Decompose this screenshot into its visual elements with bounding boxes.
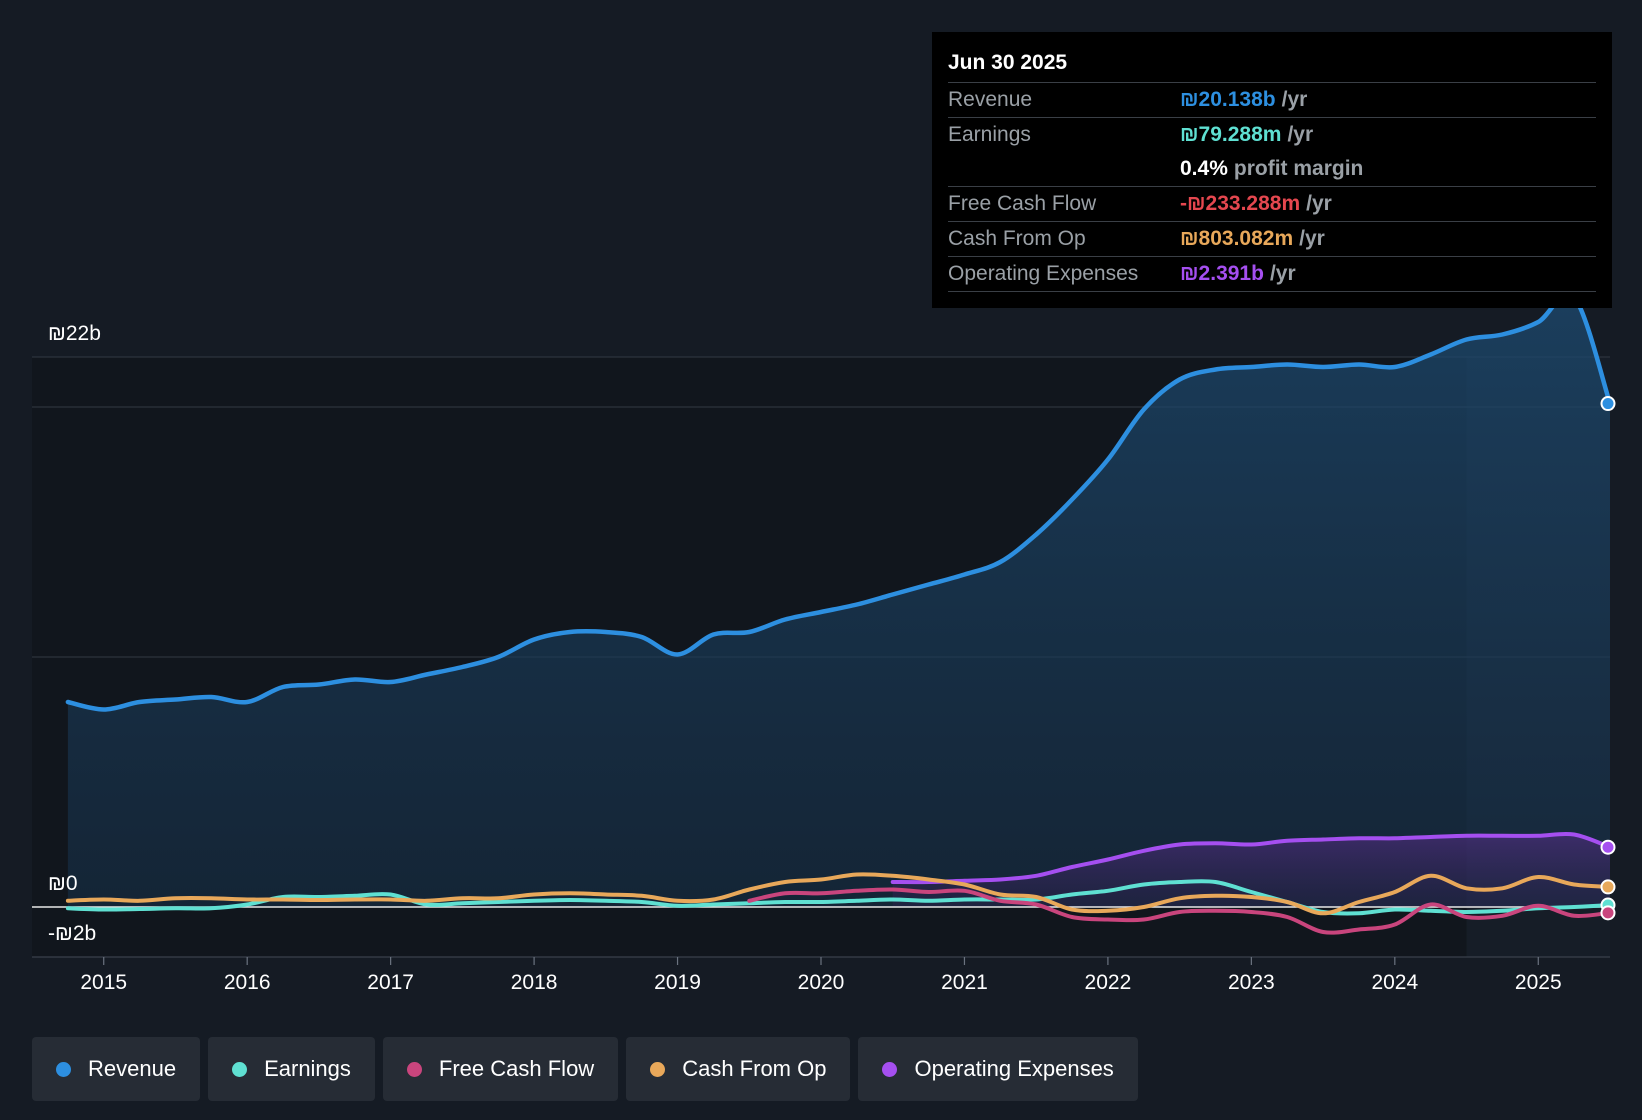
tooltip-unit: profit margin [1233, 157, 1364, 180]
x-tick-label: 2015 [80, 971, 127, 994]
opex-area [892, 833, 1610, 907]
tooltip-unit: /yr [1287, 123, 1314, 146]
tooltip-unit: /yr [1299, 227, 1325, 250]
tooltip-value-profit-margin: 0.4% [1180, 157, 1228, 180]
tooltip-unit: /yr [1269, 262, 1296, 285]
x-tick-label: 2016 [224, 971, 271, 994]
legend-label: Revenue [88, 1056, 177, 1081]
legend-item-operating-expenses[interactable]: Operating Expenses [858, 1037, 1138, 1101]
legend-label: Operating Expenses [914, 1056, 1114, 1081]
legend: Revenue Earnings Free Cash Flow Cash Fro… [32, 1037, 1138, 1101]
earnings-line [65, 879, 1612, 916]
cfo-line [65, 872, 1612, 916]
opex-endpoint-marker [1600, 839, 1616, 855]
x-tick-label: 2021 [941, 971, 988, 994]
x-tick-label: 2023 [1228, 971, 1275, 994]
revenue-area [67, 293, 1610, 908]
revenue-endpoint-marker [1600, 396, 1616, 412]
fcf-line [747, 887, 1612, 935]
x-axis: 2015 2016 2017 2018 2019 2020 2021 2022 2023 2024… [80, 957, 1562, 994]
tooltip-label: Free Cash Flow [948, 192, 1097, 215]
legend-item-earnings[interactable]: Earnings [208, 1037, 375, 1101]
tooltip-value-cfo: ₪803.082m [1180, 227, 1294, 250]
tooltip-label: Revenue [948, 88, 1033, 111]
legend-label: Free Cash Flow [438, 1056, 595, 1081]
x-tick-label: 2020 [798, 971, 845, 994]
legend-dot-icon [232, 1061, 248, 1077]
tooltip-value-earnings: ₪79.288m [1180, 123, 1282, 146]
x-tick-label: 2024 [1371, 971, 1418, 994]
legend-label: Cash From Op [682, 1056, 827, 1081]
legend-item-cash-from-op[interactable]: Cash From Op [626, 1037, 851, 1101]
legend-dot-icon [882, 1061, 898, 1077]
y-axis-bottom-label: -₪2b [48, 922, 96, 945]
x-tick-label: 2019 [654, 971, 701, 994]
x-tick-label: 2018 [511, 971, 558, 994]
x-tick-label: 2022 [1085, 971, 1132, 994]
legend-dot-icon [406, 1061, 422, 1077]
y-axis-top-label: ₪22b [48, 322, 101, 345]
tooltip-row-fcf: Free Cash Flow -₪233.288m /yr [948, 186, 1596, 221]
tooltip-row-revenue: Revenue ₪20.138b /yr [948, 82, 1596, 117]
legend-label: Earnings [264, 1056, 351, 1081]
tooltip-date: Jun 30 2025 [948, 51, 1068, 74]
legend-item-free-cash-flow[interactable]: Free Cash Flow [382, 1037, 619, 1101]
y-axis-zero-label: ₪0 [48, 872, 78, 895]
tooltip-label: Earnings [948, 123, 1031, 146]
fcf-endpoint-marker [1600, 905, 1616, 921]
tooltip-panel: Jun 30 2025 Revenue ₪20.138b /yr Earning… [932, 32, 1612, 308]
revenue-line [65, 291, 1613, 712]
tooltip-row-cfo: Cash From Op ₪803.082m /yr [948, 221, 1596, 256]
series-endpoints [1600, 396, 1616, 921]
tooltip-unit: /yr [1306, 192, 1332, 215]
tooltip-value-fcf: -₪233.288m [1180, 192, 1301, 215]
tooltip-label: Cash From Op [948, 227, 1086, 250]
x-tick-label: 2025 [1515, 971, 1562, 994]
cfo-endpoint-marker [1600, 879, 1616, 895]
tooltip-row-opex: Operating Expenses ₪2.391b /yr [948, 256, 1596, 292]
series-areas [67, 293, 1610, 908]
tooltip-row-profit-margin: 0.4% profit margin [948, 152, 1596, 186]
legend-item-revenue[interactable]: Revenue [32, 1037, 201, 1101]
tooltip-value-opex: ₪2.391b [1180, 262, 1264, 285]
opex-line [890, 831, 1612, 885]
tooltip-unit: /yr [1281, 88, 1308, 111]
tooltip-value-revenue: ₪20.138b [1180, 88, 1276, 111]
legend-dot-icon [56, 1061, 71, 1077]
legend-dot-icon [650, 1061, 666, 1077]
x-tick-label: 2017 [367, 971, 414, 994]
series-lines [65, 291, 1613, 935]
tooltip-label: Operating Expenses [948, 262, 1139, 285]
tooltip-row-earnings: Earnings ₪79.288m /yr [948, 117, 1596, 152]
